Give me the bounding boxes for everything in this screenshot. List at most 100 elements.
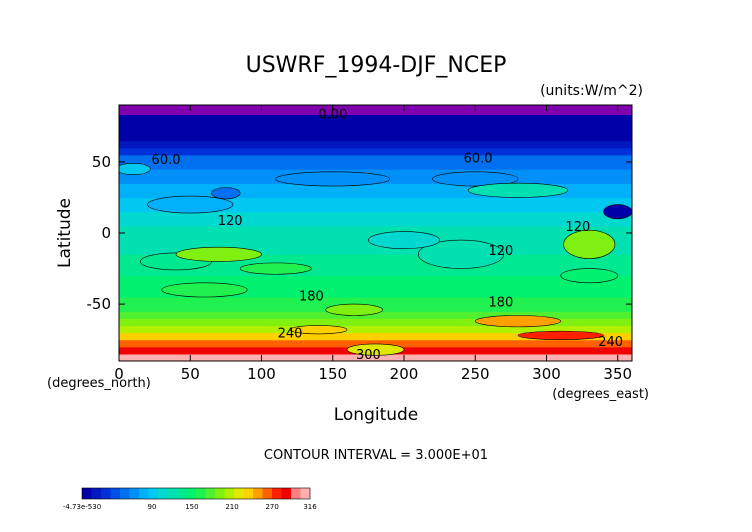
- heatmap-band: [119, 297, 632, 305]
- colorbar-swatch: [196, 488, 206, 499]
- colorbar-swatch: [101, 488, 111, 499]
- contour-label: 120: [218, 214, 243, 229]
- heatmap-patch: [346, 343, 405, 356]
- contour-label: 60.0: [152, 153, 181, 168]
- contour-label: 60.0: [464, 152, 493, 167]
- heatmap-band: [119, 190, 632, 199]
- heatmap-band: [119, 112, 632, 120]
- heatmap-patch: [417, 239, 505, 269]
- heatmap-band: [119, 147, 632, 156]
- heatmap-band: [119, 183, 632, 191]
- contour-label: 180: [488, 295, 513, 310]
- heatmap-patch: [432, 171, 519, 187]
- contour-label: 240: [278, 327, 303, 342]
- colorbar-swatch: [300, 488, 311, 499]
- heatmap-patch: [368, 231, 440, 249]
- colorbar-swatch: [215, 488, 225, 499]
- colorbar-tick-label: 270: [265, 503, 278, 511]
- heatmap-patch: [175, 246, 262, 262]
- heatmap-band: [119, 133, 632, 142]
- heatmap-band: [119, 169, 632, 177]
- heatmap-patch: [467, 182, 569, 198]
- colorbar-swatch: [262, 488, 273, 499]
- contour-label: 300: [356, 348, 381, 363]
- contour-label: 120: [488, 244, 513, 259]
- y-axis-label: Latitude: [55, 198, 75, 268]
- heatmap-band: [119, 140, 632, 149]
- colorbar-swatch: [186, 488, 197, 499]
- heatmap-band: [119, 325, 632, 334]
- heatmap-band: [119, 211, 632, 220]
- x-unit-label: (degrees_east): [552, 387, 649, 402]
- heatmap-patches: [119, 163, 632, 356]
- colorbar-swatch: [129, 488, 140, 499]
- contour-label: 0.00: [318, 108, 347, 123]
- colorbar-tick-label: 90: [148, 503, 157, 511]
- colorbar-swatch: [110, 488, 121, 499]
- colorbar-swatch: [253, 488, 263, 499]
- contour-labels: 0.00 60.0 60.0 120 120 120 180 180 240 240 300: [152, 108, 623, 363]
- heatmap-patch: [239, 262, 312, 275]
- heatmap-patch: [563, 229, 616, 259]
- heatmap-band: [119, 225, 632, 234]
- heatmap-band: [119, 247, 632, 255]
- colorbar-swatch: [281, 488, 292, 499]
- colorbar-swatch: [167, 488, 178, 499]
- heatmap-band: [119, 289, 632, 298]
- heatmap-patch: [517, 330, 604, 340]
- x-tick-label: 50: [181, 365, 200, 383]
- colorbar-swatch: [205, 488, 216, 499]
- heatmap-band: [119, 119, 632, 127]
- colorbar-swatch: [291, 488, 301, 499]
- heatmap-patch: [211, 187, 241, 200]
- heatmap-band: [119, 332, 632, 341]
- colorbar-swatch: [91, 488, 102, 499]
- heatmap-band: [119, 275, 632, 284]
- contour-interval-text: CONTOUR INTERVAL = 3.000E+01: [264, 448, 488, 463]
- heatmap-band: [119, 218, 632, 227]
- x-tick-label: 350: [603, 365, 632, 383]
- heatmap-band: [119, 254, 632, 263]
- heatmap-patch: [289, 325, 348, 335]
- x-tick-label: 200: [390, 365, 419, 383]
- colorbar-swatch: [177, 488, 187, 499]
- colorbar-ticks: -4.73e-530 90 150 210 270 316: [63, 503, 317, 511]
- heatmap-band: [119, 105, 632, 115]
- x-axis-label: Longitude: [334, 405, 419, 425]
- heatmap-band: [119, 261, 632, 270]
- contour-label: 240: [598, 335, 623, 350]
- heatmap-band: [119, 311, 632, 319]
- heatmap-patch: [474, 315, 562, 328]
- y-axis-ticks: 50 0 -50: [87, 153, 632, 313]
- heatmap-band: [119, 126, 632, 135]
- y-tick-label: -50: [87, 295, 112, 313]
- heatmap-patch: [603, 204, 632, 220]
- x-axis-ticks: 0 50 100 150 200 250 300 350: [114, 105, 632, 383]
- colorbar-swatch: [224, 488, 235, 499]
- heatmap-band: [119, 339, 632, 348]
- colorbar-swatch: [82, 488, 92, 499]
- y-tick-label: 0: [101, 224, 111, 242]
- x-tick-label: 150: [318, 365, 347, 383]
- colorbar-swatch: [148, 488, 159, 499]
- colorbar-swatch: [120, 488, 130, 499]
- heatmap-band: [119, 282, 632, 291]
- heatmap-patch: [325, 303, 383, 316]
- contour-label: 120: [565, 220, 590, 235]
- heatmap-band: [119, 161, 632, 170]
- chart-title: USWRF_1994-DJF_NCEP: [246, 53, 507, 78]
- heatmap-band: [119, 318, 632, 327]
- heatmap-patch: [147, 195, 234, 214]
- heatmap-band: [119, 353, 632, 361]
- colorbar-frame: [81, 487, 311, 500]
- x-tick-label: 300: [532, 365, 561, 383]
- y-unit-label: (degrees_north): [47, 376, 151, 391]
- heatmap-band: [119, 268, 632, 277]
- x-tick-label: 100: [247, 365, 276, 383]
- heatmap-patch: [119, 163, 151, 175]
- heatmap-band: [119, 197, 632, 206]
- colorbar-swatch: [158, 488, 168, 499]
- x-tick-label: 250: [461, 365, 490, 383]
- colorbar: [81, 487, 311, 500]
